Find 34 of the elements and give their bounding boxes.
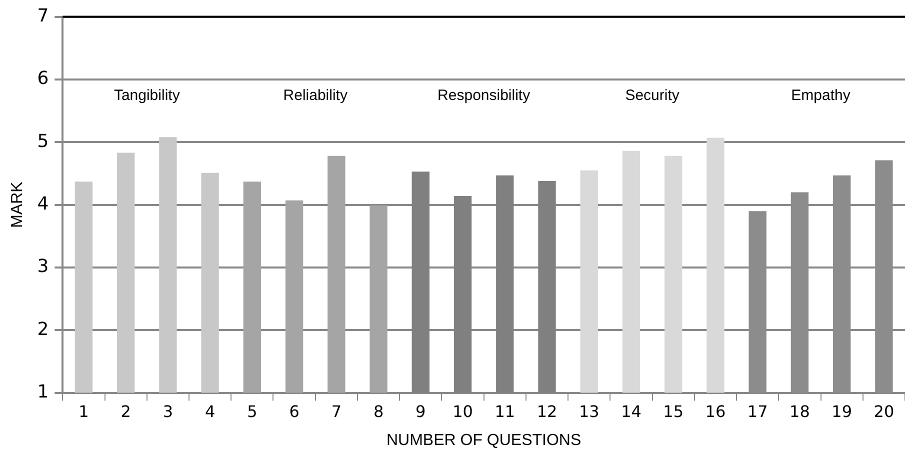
y-tick-label: 4 [37, 193, 49, 214]
x-tick-label: 9 [416, 402, 426, 421]
x-tick-label: 1 [78, 402, 89, 421]
x-tick-label: 14 [621, 402, 642, 421]
x-tick-label: 6 [289, 402, 300, 421]
x-tick-label: 11 [494, 402, 516, 421]
y-tick-label: 2 [37, 318, 49, 340]
y-tick-label: 1 [37, 381, 49, 402]
x-tick-label: 18 [790, 402, 810, 421]
x-tick-label: 2 [120, 402, 131, 421]
x-tick-label: 17 [747, 402, 768, 421]
x-axis-title: NUMBER OF QUESTIONS [386, 432, 582, 449]
x-tick-label: 12 [536, 402, 558, 421]
annotation: Responsibility [438, 86, 531, 104]
y-tick-label: 5 [37, 130, 49, 152]
x-tick-label: 8 [373, 402, 384, 421]
x-tick-label: 19 [832, 402, 852, 421]
x-tick-label: 16 [705, 402, 726, 421]
y-tick-label: 3 [37, 256, 49, 278]
x-tick-label: 5 [247, 402, 258, 421]
x-tick-label: 3 [162, 402, 174, 421]
x-tick-label: 13 [578, 402, 600, 421]
x-tick-label: 4 [204, 402, 216, 421]
x-tick-label: 20 [874, 402, 894, 421]
x-tick-label: 7 [331, 402, 342, 421]
y-tick-label: 6 [37, 68, 49, 90]
y-axis-title: MARK [9, 181, 26, 228]
annotation: Empathy [791, 86, 851, 104]
annotation: Security [625, 86, 680, 104]
annotation: Reliability [283, 86, 348, 104]
x-tick-label: 15 [663, 402, 684, 421]
y-tick-label: 7 [37, 5, 49, 26]
x-tick-label: 10 [452, 402, 473, 421]
annotation: Tangibility [114, 86, 180, 104]
